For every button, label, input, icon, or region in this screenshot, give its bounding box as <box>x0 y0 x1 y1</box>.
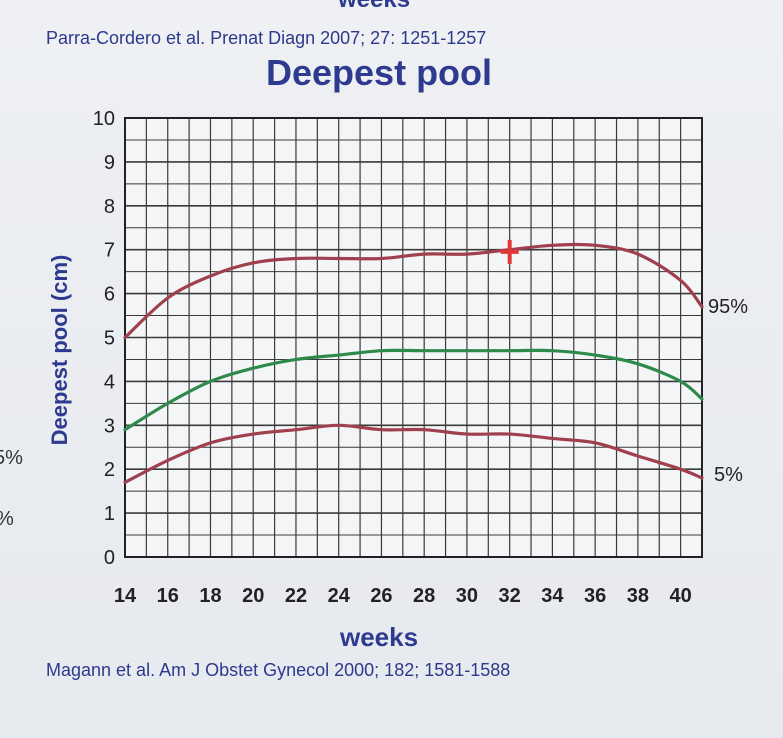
cut-off-heading: weeks <box>338 0 410 14</box>
reference-bottom: Magann et al. Am J Obstet Gynecol 2000; … <box>46 660 511 680</box>
series-label-95: 95% <box>708 296 749 318</box>
x-tick-label: 18 <box>199 585 221 607</box>
y-tick-label: 5 <box>104 328 115 350</box>
x-tick-label: 36 <box>584 585 606 607</box>
x-tick-label: 16 <box>157 585 179 607</box>
y-tick-label: 6 <box>104 284 115 306</box>
series-line-1 <box>123 348 704 432</box>
y-tick-label: 1 <box>104 503 115 525</box>
x-tick-label: 28 <box>413 585 435 607</box>
edge-fragment-1: 5% <box>0 447 23 469</box>
x-axis-label: weeks <box>340 622 419 652</box>
x-tick-label: 30 <box>456 585 478 607</box>
series-label-5: 5% <box>714 464 743 486</box>
y-tick-label: 9 <box>104 152 115 174</box>
x-tick-label: 34 <box>541 585 564 607</box>
x-tick-label: 26 <box>370 585 392 607</box>
series-line-0 <box>123 242 704 340</box>
y-tick-label: 2 <box>104 459 115 481</box>
reference-top: Parra-Cordero et al. Prenat Diagn 2007; … <box>46 28 487 48</box>
y-tick-label: 0 <box>104 547 115 569</box>
series-line-2 <box>123 423 704 484</box>
x-tick-label: 20 <box>242 585 264 607</box>
y-tick-label: 7 <box>104 240 115 262</box>
y-tick-label: 4 <box>104 371 115 393</box>
x-tick-label: 24 <box>328 585 351 607</box>
chart-title: Deepest pool <box>266 52 493 93</box>
x-tick-label: 32 <box>499 585 521 607</box>
x-tick-label: 22 <box>285 585 307 607</box>
x-tick-label: 38 <box>627 585 649 607</box>
y-tick-label: 8 <box>104 196 115 218</box>
edge-fragment-2: % <box>0 508 14 531</box>
x-tick-label: 40 <box>670 585 692 607</box>
y-tick-label: 3 <box>104 415 115 437</box>
x-tick-label: 14 <box>114 585 137 607</box>
y-tick-label: 10 <box>93 108 115 130</box>
